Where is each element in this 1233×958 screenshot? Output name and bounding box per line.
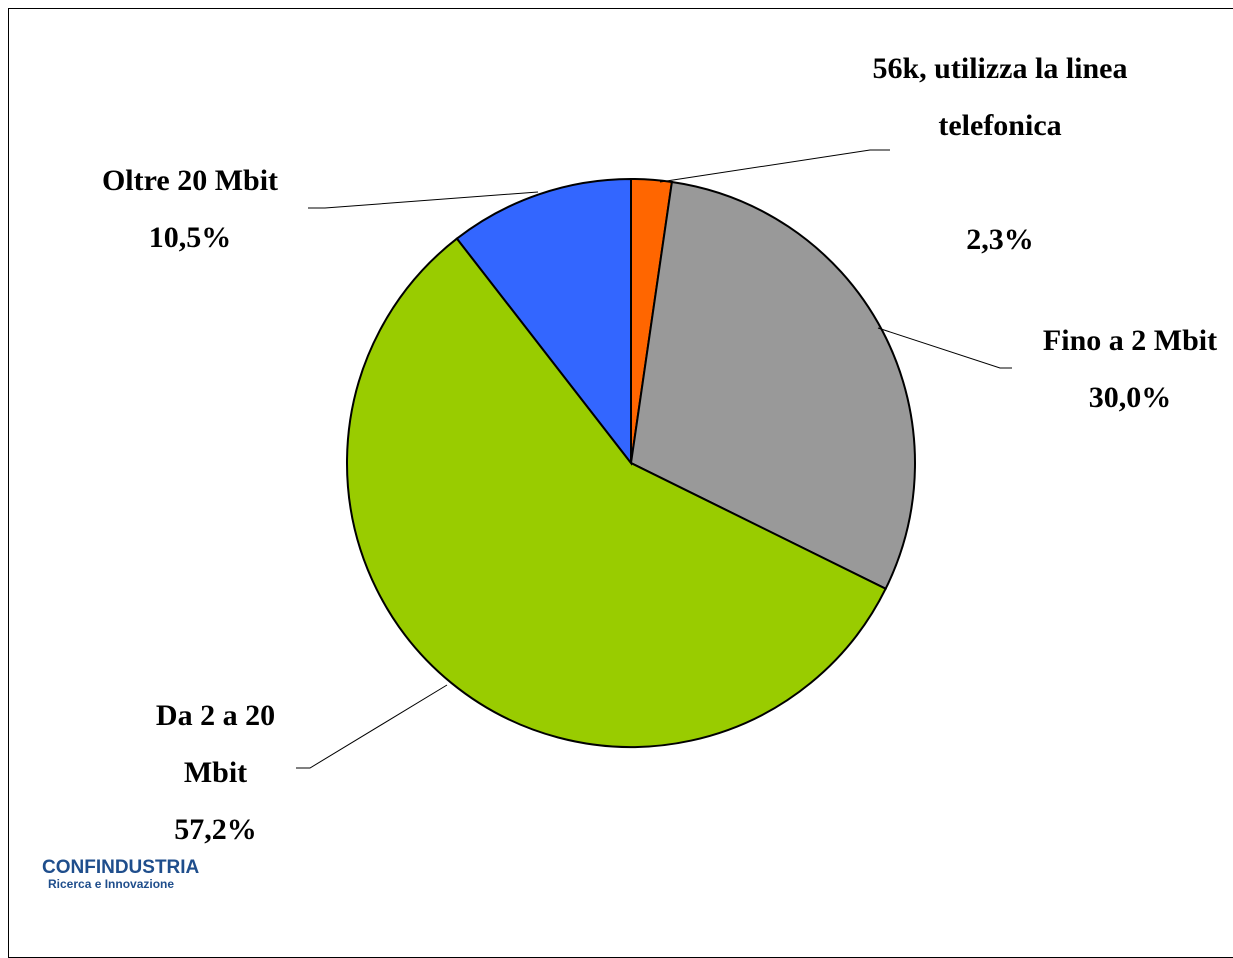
leader-line	[877, 327, 1012, 369]
category-label: Fino a 2 Mbit	[1042, 324, 1218, 357]
pie-slice	[629, 180, 916, 591]
category-label: Oltre 20 Mbit	[101, 164, 279, 197]
value-label: 10,5%	[148, 221, 232, 254]
logo-name: CONFINDUSTRIA	[42, 857, 200, 878]
value-label: 57,2%	[174, 813, 257, 846]
leader-line	[296, 684, 448, 769]
category-label: 56k, utilizza la linea telefonica	[872, 52, 1128, 142]
category-label: Da 2 a 20 Mbit	[155, 699, 276, 789]
leader-line	[308, 191, 539, 209]
value-label: 2,3%	[966, 223, 1034, 256]
pie-slice	[455, 177, 632, 466]
value-label: 30,0%	[1088, 381, 1172, 414]
logo-subtitle: Ricerca e Innovazione	[48, 877, 175, 891]
pie-slice	[346, 237, 887, 748]
leader-line	[659, 149, 890, 183]
